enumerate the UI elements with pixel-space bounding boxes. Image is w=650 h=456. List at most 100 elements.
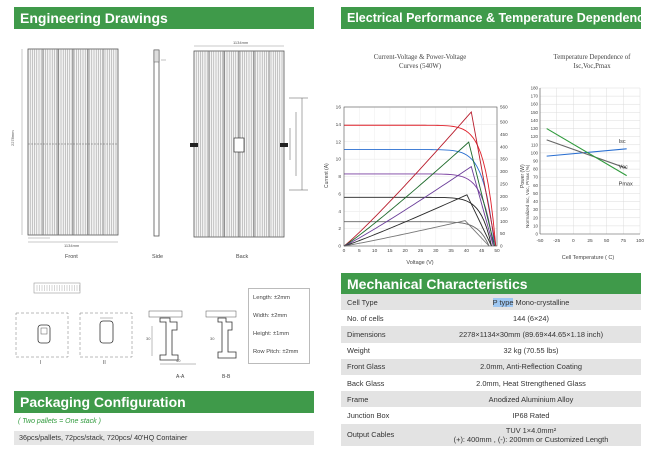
- y-tick-label: 160: [531, 102, 539, 107]
- section-bb-label: B-B: [222, 374, 231, 380]
- highlighted-text: P type: [492, 297, 514, 307]
- iv-curve: [344, 196, 492, 247]
- table-row: Frame Anodized Aluminium Alloy: [341, 391, 641, 408]
- section-aa-profile: [148, 310, 196, 365]
- iv-chart-title-line-1: Current-Voltage & Power-Voltage: [374, 54, 466, 61]
- y-right-tick-label: 560: [500, 105, 508, 110]
- temp-ylabel: Normalized Isc, Voc, Pmax (%): [525, 164, 530, 228]
- iv-xlabel: Voltage (V): [406, 260, 433, 266]
- pv-curve: [343, 141, 495, 247]
- spec-label: Frame: [341, 391, 421, 408]
- iv-curve: [344, 149, 495, 247]
- iv-chart-title-line-2: Curves (540W): [399, 63, 441, 70]
- y-right-tick-label: 200: [500, 194, 508, 199]
- y-right-tick-label: 500: [500, 119, 508, 124]
- back-width-dim: 1134mm: [233, 40, 249, 45]
- x-tick-label: 35: [448, 248, 454, 254]
- y-tick-label: 10: [533, 223, 538, 228]
- temp-xlabel: Cell Temperature ( C): [562, 255, 615, 261]
- x-tick-label: 25: [587, 238, 593, 244]
- table-row: Dimensions 2278×1134×30mm (89.69×44.65×1…: [341, 326, 641, 343]
- x-tick-label: 0: [572, 238, 575, 244]
- packaging-note: ( Two pallets = One stack ): [18, 418, 101, 425]
- spec-value: Anodized Aluminium Alloy: [421, 391, 641, 408]
- series-line-voc: [546, 139, 627, 169]
- spec-label: Dimensions: [341, 326, 421, 343]
- y-tick-label: 14: [336, 122, 342, 128]
- tolerance-height: Height: ±1mm: [253, 331, 290, 337]
- y-right-tick-label: 250: [500, 182, 508, 187]
- pv-curve: [343, 194, 492, 247]
- x-tick-label: 10: [372, 248, 378, 254]
- table-row: Back Glass 2.0mm, Heat Strengthened Glas…: [341, 374, 641, 392]
- packaging-details: 36pcs/pallets, 72pcs/stack, 720pcs/ 40'H…: [14, 431, 314, 445]
- table-row: Cell Type P type Mono-crystalline: [341, 294, 641, 311]
- y-right-tick-label: 50: [500, 231, 506, 236]
- temp-chart-title-line-2: Isc,Voc,Pmax: [573, 63, 611, 70]
- spec-label: Output Cables: [341, 423, 421, 446]
- y-tick-label: 170: [531, 94, 539, 99]
- front-width-dim: 1134mm: [64, 243, 80, 248]
- y-right-tick-label: 0: [500, 244, 503, 249]
- spec-value: IP68 Rated: [421, 407, 641, 424]
- section-aa-label: A-A: [176, 374, 185, 380]
- x-tick-label: 40: [464, 248, 470, 254]
- mechanical-characteristics-header: Mechanical Characteristics: [341, 273, 641, 295]
- x-tick-label: 25: [418, 248, 424, 254]
- iv-pv-curve-chart: Current-Voltage & Power-Voltage Curves (…: [324, 54, 526, 266]
- iv-curve: [344, 124, 497, 247]
- spec-value: 2278×1134×30mm (89.69×44.65×1.18 inch): [421, 326, 641, 343]
- y-tick-label: 70: [533, 175, 538, 180]
- series-label-voc: Voc: [619, 164, 628, 170]
- front-height-dim: 2278mm: [10, 130, 15, 146]
- y-tick-label: 0: [338, 244, 341, 250]
- series-label-pmax: Pmax: [619, 182, 633, 188]
- y-tick-label: 12: [336, 139, 342, 145]
- side-view-label: Side: [152, 254, 163, 260]
- y-tick-label: 100: [531, 150, 539, 155]
- x-tick-label: 30: [433, 248, 439, 254]
- y-tick-label: 2: [338, 226, 341, 232]
- detail-i-drawing: [15, 312, 69, 358]
- y-tick-label: 120: [531, 134, 539, 139]
- section-bb-depth: 30: [210, 336, 215, 341]
- x-tick-label: -25: [553, 238, 560, 244]
- pv-curve: [343, 220, 490, 247]
- table-row: Output Cables TUV 1×4.0mm² (+): 400mm , …: [341, 423, 641, 446]
- tolerance-length: Length: ±2mm: [253, 295, 291, 301]
- front-view-panel: [21, 48, 119, 243]
- series-label-isc: Isc: [619, 139, 626, 145]
- y-right-tick-label: 400: [500, 144, 508, 149]
- spec-value: P type Mono-crystalline: [421, 294, 641, 311]
- y-tick-label: 40: [533, 199, 538, 204]
- y-tick-label: 180: [531, 86, 539, 91]
- y-right-tick-label: 150: [500, 206, 508, 211]
- mechanical-spec-table: Cell Type P type Mono-crystalline No. of…: [341, 294, 641, 446]
- tolerance-width: Width: ±2mm: [253, 313, 288, 319]
- section-aa-leg: 40: [176, 358, 181, 363]
- spec-value: 144 (6×24): [421, 310, 641, 327]
- y-tick-label: 0: [536, 232, 539, 237]
- iv-curve: [344, 173, 494, 247]
- spec-value: 2.0mm, Anti-Reflection Coating: [421, 358, 641, 375]
- back-view-label: Back: [236, 254, 248, 260]
- y-tick-label: 16: [336, 105, 342, 111]
- section-aa-depth: 30: [146, 336, 151, 341]
- y-right-tick-label: 450: [500, 132, 508, 137]
- detail-ii-label: II: [103, 360, 106, 366]
- spec-label: Front Glass: [341, 358, 421, 375]
- x-tick-label: 20: [403, 248, 409, 254]
- table-row: Weight 32 kg (70.55 lbs): [341, 342, 641, 359]
- y-tick-label: 4: [338, 209, 341, 215]
- tolerance-box: Length: ±2mm Width: ±2mm Height: ±1mm Ro…: [248, 288, 310, 364]
- table-row: Junction Box IP68 Rated: [341, 407, 641, 424]
- y-tick-label: 10: [336, 157, 342, 163]
- spec-value: TUV 1×4.0mm² (+): 400mm , (-): 200mm or …: [421, 423, 641, 446]
- electrical-performance-header: Electrical Performance & Temperature Dep…: [341, 7, 650, 29]
- y-tick-label: 80: [533, 167, 538, 172]
- y-tick-label: 30: [533, 207, 538, 212]
- spec-label: Cell Type: [341, 294, 421, 311]
- spec-label: Weight: [341, 342, 421, 359]
- table-row: No. of cells 144 (6×24): [341, 310, 641, 327]
- y-right-tick-label: 350: [500, 157, 508, 162]
